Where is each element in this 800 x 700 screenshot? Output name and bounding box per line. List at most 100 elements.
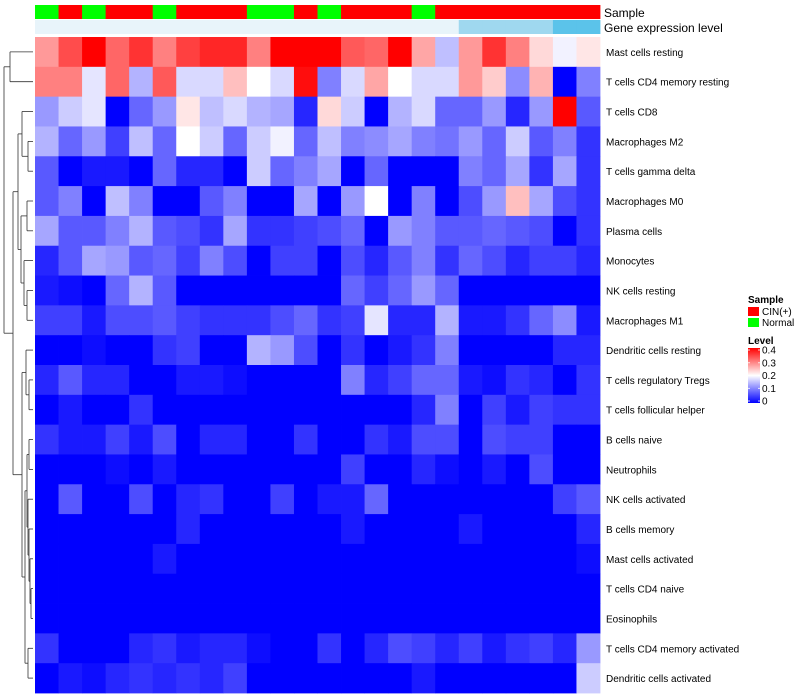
heatmap-cell [388, 245, 413, 276]
heatmap-cell [82, 186, 107, 217]
heatmap-cell [364, 186, 389, 217]
heatmap-cell [341, 126, 365, 157]
heatmap-cell [364, 126, 389, 157]
heatmap-cell [505, 514, 530, 545]
heatmap-cell [364, 454, 389, 485]
heatmap-cell [82, 126, 107, 157]
heatmap-cell [199, 543, 224, 575]
row-label: NK cells activated [606, 495, 685, 506]
heatmap-cell [105, 633, 130, 664]
heatmap-cell [576, 543, 601, 575]
heatmap-cell [270, 186, 295, 217]
heatmap-cell [576, 603, 601, 634]
heatmap-cell [529, 186, 554, 217]
heatmap-cell [129, 454, 154, 485]
heatmap-cell [341, 543, 365, 575]
row-label: T cells follicular helper [606, 406, 705, 417]
heatmap-cell [341, 484, 365, 515]
heatmap-cell [552, 573, 577, 604]
heatmap-cell [388, 37, 413, 68]
heatmap-cell [270, 215, 295, 247]
heatmap-cell [411, 573, 436, 604]
legend-swatch-cin [748, 307, 759, 316]
heatmap-cell [152, 215, 177, 247]
heatmap-cell [341, 305, 365, 336]
heatmap-cell [223, 365, 248, 396]
heatmap-cell [458, 186, 483, 217]
heatmap-cell [152, 394, 177, 426]
heatmap-cell [341, 335, 365, 366]
row-dendrogram [3, 51, 33, 679]
heatmap-cell [529, 245, 554, 276]
heatmap-cell [552, 484, 577, 515]
heatmap-cell [58, 633, 83, 664]
heatmap-cell [35, 186, 59, 217]
heatmap-cell [505, 126, 530, 157]
heatmap-cell [482, 305, 507, 336]
sample-annotation-cell [223, 5, 248, 19]
heatmap-cell [223, 335, 248, 366]
heatmap-cell [364, 663, 389, 694]
heatmap-cell [270, 633, 295, 664]
heatmap-cell [388, 96, 413, 127]
heatmap-cell [82, 365, 107, 396]
legend-tick-label: 0 [762, 397, 768, 408]
heatmap-cell [317, 365, 342, 396]
heatmap-cell [35, 633, 59, 664]
heatmap-cell [293, 215, 318, 247]
heatmap-cell [388, 215, 413, 247]
heatmap-cell [458, 633, 483, 664]
heatmap-cell [529, 633, 554, 664]
heatmap-cell [435, 633, 460, 664]
expression-annotation-cell [246, 20, 271, 34]
heatmap-cell [482, 66, 507, 98]
heatmap-cell [552, 603, 577, 634]
sample-annotation-cell [458, 5, 483, 19]
heatmap-cell [223, 186, 248, 217]
heatmap-cell [458, 275, 483, 306]
heatmap-cell [341, 394, 365, 426]
heatmap-cell [317, 394, 342, 426]
expression-annotation-cell [152, 20, 177, 34]
heatmap-cell [176, 245, 201, 276]
sample-annotation-cell [152, 5, 177, 19]
heatmap-cell [58, 543, 83, 575]
heatmap-cell [293, 424, 318, 455]
heatmap-cell [388, 335, 413, 366]
heatmap-cell [246, 335, 271, 366]
heatmap-cell [199, 424, 224, 455]
row-label: Dendritic cells resting [606, 346, 701, 357]
heatmap-cell [35, 37, 59, 68]
heatmap-cell [552, 514, 577, 545]
heatmap-cell [152, 573, 177, 604]
sample-annotation-cell [341, 5, 365, 19]
heatmap-cell [435, 37, 460, 68]
heatmap-cell [341, 156, 365, 187]
heatmap-cell [246, 365, 271, 396]
heatmap-cell [435, 663, 460, 694]
legend-level-title: Level [748, 336, 774, 347]
heatmap-cell [388, 663, 413, 694]
heatmap-cell [246, 454, 271, 485]
heatmap-cell [411, 275, 436, 306]
heatmap-cell [388, 633, 413, 664]
heatmap-cell [317, 305, 342, 336]
heatmap-cell [341, 186, 365, 217]
sample-annotation-cell [505, 5, 530, 19]
heatmap-cell [552, 215, 577, 247]
heatmap-cell [458, 66, 483, 98]
heatmap-cell [129, 603, 154, 634]
heatmap-cell [364, 66, 389, 98]
heatmap-cell [223, 215, 248, 247]
heatmap-cell [199, 514, 224, 545]
sample-annotation-cell [576, 5, 601, 19]
heatmap-cell [199, 663, 224, 694]
heatmap-cell [482, 126, 507, 157]
heatmap-cell [199, 37, 224, 68]
heatmap-cell [176, 96, 201, 127]
heatmap-cell [246, 484, 271, 515]
heatmap-cell [293, 245, 318, 276]
heatmap-cell [482, 365, 507, 396]
heatmap-cell [482, 335, 507, 366]
heatmap-cell [199, 573, 224, 604]
